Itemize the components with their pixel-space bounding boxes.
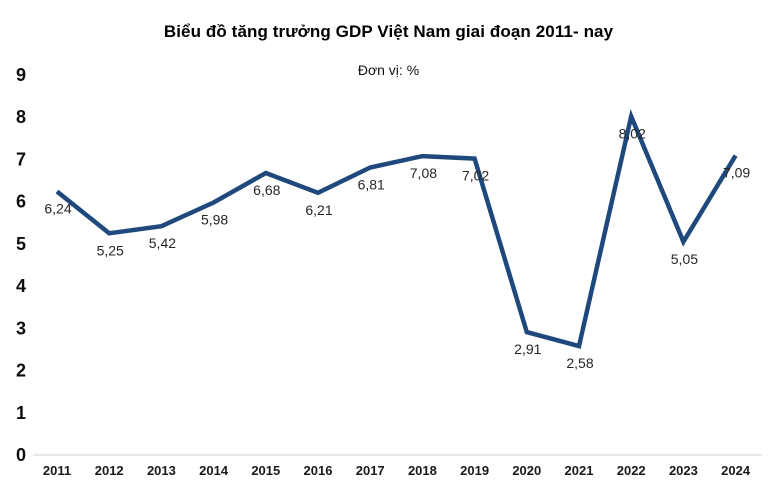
chart-title: Biểu đồ tăng trưởng GDP Việt Nam giai đo… [163,22,614,41]
data-point-label: 5,25 [97,242,124,258]
y-axis-tick-label: 0 [16,445,26,465]
data-point-label: 5,05 [671,251,698,267]
x-axis-tick-label: 2016 [304,463,333,478]
data-point-label: 2,58 [566,355,593,371]
gdp-line [55,109,738,349]
x-axis-tick-label: 2022 [617,463,646,478]
data-point-label: 8,02 [619,125,646,141]
x-axis-tick-label: 2021 [565,463,594,478]
y-axis-tick-label: 1 [16,403,26,423]
y-axis-tick-label: 4 [16,276,26,296]
x-axis-tick-label: 2020 [512,463,541,478]
x-axis-tick-label: 2017 [356,463,385,478]
chart-unit-label: Đơn vị: % [357,62,420,78]
y-axis-tick-label: 9 [16,65,26,85]
data-point-label: 2,91 [514,341,541,357]
y-axis-tick-label: 8 [16,107,26,127]
x-axis-tick-label: 2023 [669,463,698,478]
x-axis-tick-label: 2013 [147,463,176,478]
y-axis-tick-label: 3 [16,318,26,338]
x-axis-tick-label: 2014 [199,463,229,478]
data-point-label: 6,68 [253,182,280,198]
y-axis-tick-label: 2 [16,361,26,381]
x-axis-tick-label: 2011 [43,463,71,478]
data-point-label: 6,81 [358,176,385,192]
x-axis-tick-label: 2024 [721,463,751,478]
x-axis-tick-label: 2019 [460,463,489,478]
data-point-label: 7,09 [723,165,750,181]
x-axis-tick-label: 2015 [251,463,280,478]
data-point-label: 6,24 [44,201,71,217]
y-axis-tick-label: 6 [16,192,26,212]
data-point-label: 5,98 [201,212,228,228]
data-point-label: 5,42 [149,235,176,251]
data-point-label: 6,21 [305,202,332,218]
data-point-label: 7,08 [410,165,437,181]
x-axis-tick-label: 2018 [408,463,437,478]
y-axis-tick-label: 7 [16,149,26,169]
x-axis-tick-label: 2012 [95,463,124,478]
y-axis-tick-label: 5 [16,234,26,254]
data-point-label: 7,02 [462,168,489,184]
